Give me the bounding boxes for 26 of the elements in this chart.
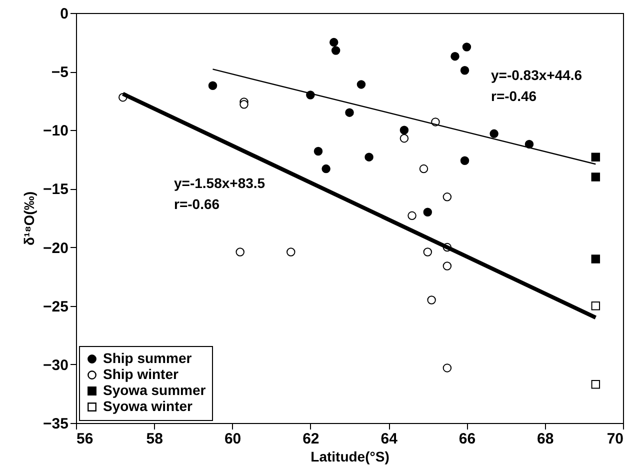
y-tick-label: −35 bbox=[43, 416, 68, 432]
annotation: y=-1.58x+83.5 bbox=[174, 175, 266, 191]
legend-label: Ship summer bbox=[103, 350, 192, 366]
x-tick-label: 62 bbox=[302, 430, 320, 448]
x-tick-label: 56 bbox=[76, 430, 94, 448]
y-axis-title: δ¹⁸O(‰) bbox=[21, 192, 38, 246]
x-tick-label: 60 bbox=[224, 430, 242, 448]
x-tick-label: 70 bbox=[606, 430, 624, 448]
x-tick-label: 64 bbox=[380, 430, 398, 448]
legend-label: Syowa winter bbox=[103, 398, 194, 414]
legend-label: Ship winter bbox=[103, 366, 179, 382]
x-axis-title: Latitude(°S) bbox=[310, 448, 390, 464]
legend-label: Syowa summer bbox=[103, 382, 206, 398]
x-tick-label: 58 bbox=[146, 430, 163, 448]
y-tick-label: −5 bbox=[51, 64, 68, 82]
y-tick-label: −30 bbox=[43, 356, 68, 374]
y-tick-label: −20 bbox=[43, 240, 68, 257]
annotation: r=-0.66 bbox=[174, 196, 220, 212]
x-tick-label: 68 bbox=[537, 430, 554, 448]
y-tick-label: −25 bbox=[43, 298, 68, 316]
y-tick-label: −10 bbox=[43, 122, 68, 140]
x-tick-label: 66 bbox=[458, 430, 476, 448]
annotation: y=-0.83x+44.6 bbox=[491, 67, 582, 83]
annotation: r=-0.46 bbox=[491, 88, 537, 104]
y-tick-label: −15 bbox=[43, 181, 68, 198]
y-tick-label: 0 bbox=[60, 6, 68, 22]
